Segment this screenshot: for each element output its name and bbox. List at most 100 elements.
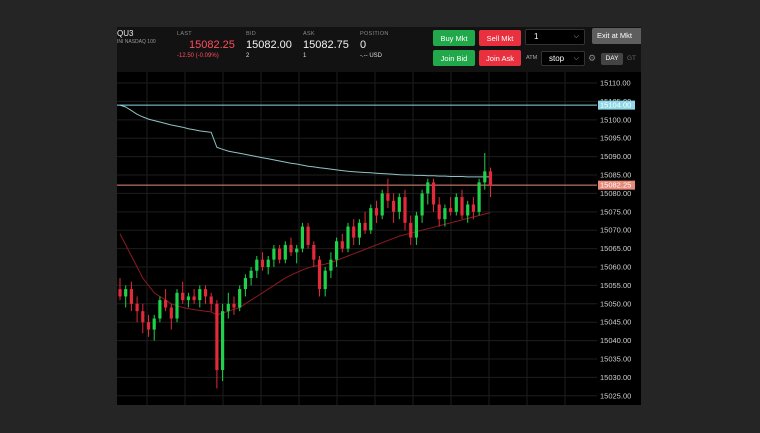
ask-price: 15082.75 (303, 39, 349, 51)
candle-body (152, 318, 156, 330)
chevron-down-icon: ⌵ (573, 33, 579, 40)
y-axis-tick-label: 15025.00 (600, 391, 631, 400)
candle-body (243, 278, 247, 290)
candle-body (346, 226, 350, 249)
y-axis-tick-label: 15085.00 (600, 171, 631, 180)
price-tag (598, 180, 635, 190)
candle-body (289, 244, 293, 253)
buy-market-button[interactable]: Buy Mkt (433, 30, 475, 46)
join-ask-button[interactable]: Join Ask (479, 50, 521, 66)
candle-body (255, 259, 259, 271)
candle-body (397, 197, 401, 212)
y-axis-tick-label: 15075.00 (600, 207, 631, 216)
y-axis-tick-label: 15065.00 (600, 244, 631, 253)
candle-body (232, 303, 236, 308)
candle-body (420, 193, 424, 216)
candle-body (129, 289, 133, 304)
candle-body (260, 259, 265, 268)
candle-body (386, 193, 390, 201)
quote-toolbar: QU3 INI NASDAQ 100 LAST 15082.25 -12.50 … (117, 27, 641, 72)
exit-at-market-button[interactable]: Exit at Mkt (592, 28, 641, 44)
candle-body (443, 208, 447, 220)
candle-body (477, 182, 481, 212)
candle-body (266, 259, 270, 268)
candle-body (329, 259, 333, 271)
fast-moving-average (119, 212, 491, 316)
bid-label: BID (246, 31, 257, 37)
candle-body (186, 296, 190, 301)
last-label: LAST (177, 31, 192, 37)
slow-moving-average (119, 104, 491, 178)
candle-body (306, 226, 310, 245)
y-axis-tick-label: 15095.00 (600, 134, 631, 143)
price-chart[interactable]: 15110.0015105.0015100.0015095.0015090.00… (117, 72, 641, 405)
candle-body (192, 296, 196, 301)
candle-body (181, 292, 185, 301)
candle-body (483, 171, 487, 183)
candle-body (335, 241, 339, 260)
candle-body (300, 226, 304, 249)
price-tag-label: 15104.00 (600, 101, 631, 110)
candle-body (238, 289, 242, 308)
candle-body (146, 322, 151, 330)
candle-body (357, 222, 361, 238)
tif-gtc-button[interactable]: GT (627, 55, 637, 62)
y-axis-tick-label: 15055.00 (600, 281, 631, 290)
candle-body (369, 208, 373, 231)
instrument-name: INI NASDAQ 100 (117, 39, 156, 45)
candle-body (135, 303, 139, 312)
candle-body (431, 182, 436, 205)
quantity-value: 1 (534, 32, 539, 41)
chevron-down-icon: ⌵ (573, 55, 579, 62)
candle-body (203, 289, 208, 297)
candle-body (317, 259, 322, 290)
candle-body (118, 289, 122, 297)
atm-label: ATM (526, 55, 538, 61)
position-label: POSITION (360, 31, 389, 37)
trading-window: QU3 INI NASDAQ 100 LAST 15082.25 -12.50 … (117, 27, 641, 405)
candle-body (141, 311, 145, 323)
candle-body (380, 193, 384, 216)
candle-body (340, 241, 344, 249)
y-axis-tick-label: 15045.00 (600, 318, 631, 327)
candle-body (278, 248, 282, 260)
y-axis-tick-label: 15110.00 (600, 79, 631, 88)
candle-body (164, 300, 168, 308)
instrument-symbol[interactable]: QU3 (117, 29, 134, 38)
last-price: 15082.25 (189, 39, 235, 51)
gear-icon[interactable]: ⚙ (588, 53, 597, 63)
candle-body (312, 244, 316, 260)
order-type-select[interactable]: stop ⌵ (541, 51, 585, 66)
quantity-select[interactable]: 1 ⌵ (525, 29, 585, 45)
y-axis-tick-label: 15060.00 (600, 263, 631, 272)
candle-body (283, 244, 287, 260)
candle-body (323, 270, 327, 290)
y-axis-tick-label: 15070.00 (600, 226, 631, 235)
candle-body (169, 307, 173, 319)
candle-body (124, 289, 128, 297)
y-axis-tick-label: 15035.00 (600, 355, 631, 364)
ask-size: 1 (303, 53, 307, 59)
candle-body (403, 197, 407, 223)
sell-market-button[interactable]: Sell Mkt (479, 30, 521, 46)
candle-body (226, 303, 230, 312)
candle-body (249, 270, 253, 279)
y-axis-tick-label: 15100.00 (600, 115, 631, 124)
candle-body (198, 289, 202, 301)
tif-day-button[interactable]: DAY (601, 53, 623, 65)
candle-body (221, 311, 225, 371)
candle-body (392, 200, 396, 212)
candle-body (466, 204, 470, 216)
candle-body (454, 197, 458, 212)
join-bid-button[interactable]: Join Bid (433, 50, 475, 66)
price-tag (598, 100, 635, 110)
y-axis-tick-label: 15040.00 (600, 336, 631, 345)
candle-body (488, 171, 493, 187)
candle-body (471, 204, 475, 212)
candle-body (460, 197, 464, 216)
bid-price: 15082.00 (246, 39, 292, 51)
candle-body (295, 248, 299, 253)
y-axis-tick-label: 15080.00 (600, 189, 631, 198)
candle-body (437, 204, 441, 220)
candle-body (209, 296, 213, 304)
